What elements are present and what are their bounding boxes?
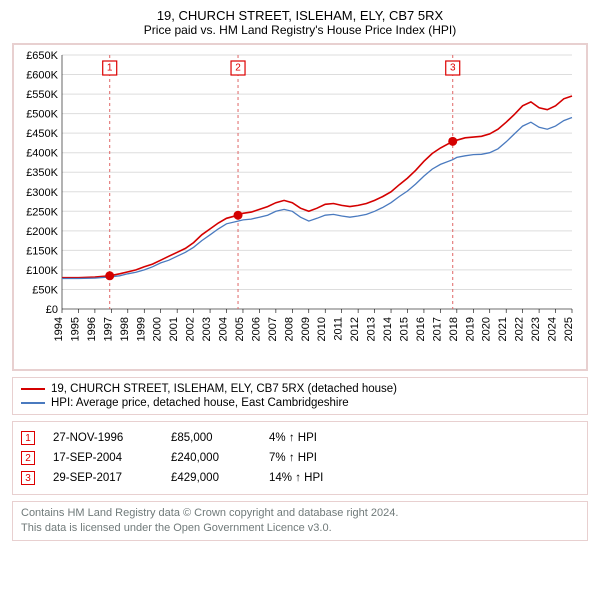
x-tick-label: 2025 (563, 317, 575, 341)
event-pct: 14% ↑ HPI (269, 472, 579, 484)
x-tick-label: 1999 (135, 317, 147, 341)
event-date: 17-SEP-2004 (53, 452, 153, 464)
x-tick-label: 2015 (398, 317, 410, 341)
x-tick-label: 1996 (86, 317, 98, 341)
x-tick-label: 2020 (481, 317, 493, 341)
event-marker: 3 (21, 471, 35, 485)
chart-box: £0 £50K £100K £150K £200K £250K £300K £350K £400… (12, 43, 588, 371)
x-tick-label: 2019 (464, 317, 476, 341)
x-tick-label: 2000 (152, 317, 164, 341)
x-tick-label: 2013 (366, 317, 378, 341)
event-pct: 4% ↑ HPI (269, 432, 579, 444)
x-tick-label: 2009 (300, 317, 312, 341)
x-tick-label: 2010 (316, 317, 328, 341)
y-tick-label: £350K (26, 167, 58, 179)
event-price: £240,000 (171, 452, 251, 464)
event-price: £429,000 (171, 472, 251, 484)
event-row: 3 29-SEP-2017 £429,000 14% ↑ HPI (21, 468, 579, 488)
events-table: 1 27-NOV-1996 £85,000 4% ↑ HPI 2 17-SEP-2004 £… (12, 421, 588, 495)
x-tick-label: 2016 (415, 317, 427, 341)
legend-label: HPI: Average price, detached house, East… (51, 397, 349, 409)
x-tick-label: 2012 (349, 317, 361, 341)
x-tick-label: 2021 (497, 317, 509, 341)
x-tick-label: 2014 (382, 317, 394, 341)
x-tick-label: 2017 (431, 317, 443, 341)
y-tick-label: £600K (26, 70, 58, 82)
y-tick-label: £100K (26, 265, 58, 277)
x-tick-label: 2003 (201, 317, 213, 341)
x-tick-label: 2007 (267, 317, 279, 341)
y-tick-label: £0 (46, 304, 58, 316)
event-date: 29-SEP-2017 (53, 472, 153, 484)
x-tick-label: 1997 (102, 317, 114, 341)
x-tick-label: 2006 (250, 317, 262, 341)
attribution-line: This data is licensed under the Open Gov… (21, 521, 579, 536)
x-tick-label: 2024 (547, 317, 559, 341)
x-tick-label: 2004 (218, 317, 230, 341)
attribution: Contains HM Land Registry data © Crown c… (12, 501, 588, 541)
event-price: £85,000 (171, 432, 251, 444)
chart-marker-label: 2 (235, 63, 241, 74)
x-tick-label: 2008 (283, 317, 295, 341)
legend-item: HPI: Average price, detached house, East… (21, 396, 579, 410)
chart-marker-label: 3 (450, 63, 456, 74)
chart-area: £0 £50K £100K £150K £200K £250K £300K £350K £400… (20, 49, 580, 369)
event-row: 2 17-SEP-2004 £240,000 7% ↑ HPI (21, 448, 579, 468)
chart-title: 19, CHURCH STREET, ISLEHAM, ELY, CB7 5RX (12, 8, 588, 23)
y-tick-label: £50K (32, 284, 58, 296)
x-tick-label: 2023 (530, 317, 542, 341)
x-tick-label: 2002 (185, 317, 197, 341)
y-tick-label: £550K (26, 89, 58, 101)
x-tick-label: 1995 (69, 317, 81, 341)
y-tick-label: £400K (26, 148, 58, 160)
legend: 19, CHURCH STREET, ISLEHAM, ELY, CB7 5RX… (12, 377, 588, 415)
x-tick-label: 2011 (333, 317, 345, 341)
y-tick-label: £150K (26, 245, 58, 257)
y-tick-label: £300K (26, 187, 58, 199)
y-tick-label: £450K (26, 128, 58, 140)
x-tick-label: 1994 (53, 317, 65, 341)
x-tick-label: 1998 (119, 317, 131, 341)
event-date: 27-NOV-1996 (53, 432, 153, 444)
chart-container: 19, CHURCH STREET, ISLEHAM, ELY, CB7 5RX… (0, 0, 600, 549)
x-tick-label: 2022 (514, 317, 526, 341)
y-tick-label: £250K (26, 206, 58, 218)
event-pct: 7% ↑ HPI (269, 452, 579, 464)
legend-swatch (21, 402, 45, 404)
chart-marker-label: 1 (107, 63, 113, 74)
line-chart: £0 £50K £100K £150K £200K £250K £300K £350K £400… (20, 49, 580, 369)
event-marker: 2 (21, 451, 35, 465)
legend-item: 19, CHURCH STREET, ISLEHAM, ELY, CB7 5RX… (21, 382, 579, 396)
x-tick-label: 2001 (168, 317, 180, 341)
event-row: 1 27-NOV-1996 £85,000 4% ↑ HPI (21, 428, 579, 448)
event-marker: 1 (21, 431, 35, 445)
legend-swatch (21, 388, 45, 390)
legend-label: 19, CHURCH STREET, ISLEHAM, ELY, CB7 5RX… (51, 383, 397, 395)
y-tick-label: £650K (26, 50, 58, 62)
attribution-line: Contains HM Land Registry data © Crown c… (21, 506, 579, 521)
x-tick-label: 2005 (234, 317, 246, 341)
x-tick-label: 2018 (448, 317, 460, 341)
chart-subtitle: Price paid vs. HM Land Registry's House … (12, 23, 588, 37)
y-tick-label: £500K (26, 109, 58, 121)
y-tick-label: £200K (26, 226, 58, 238)
